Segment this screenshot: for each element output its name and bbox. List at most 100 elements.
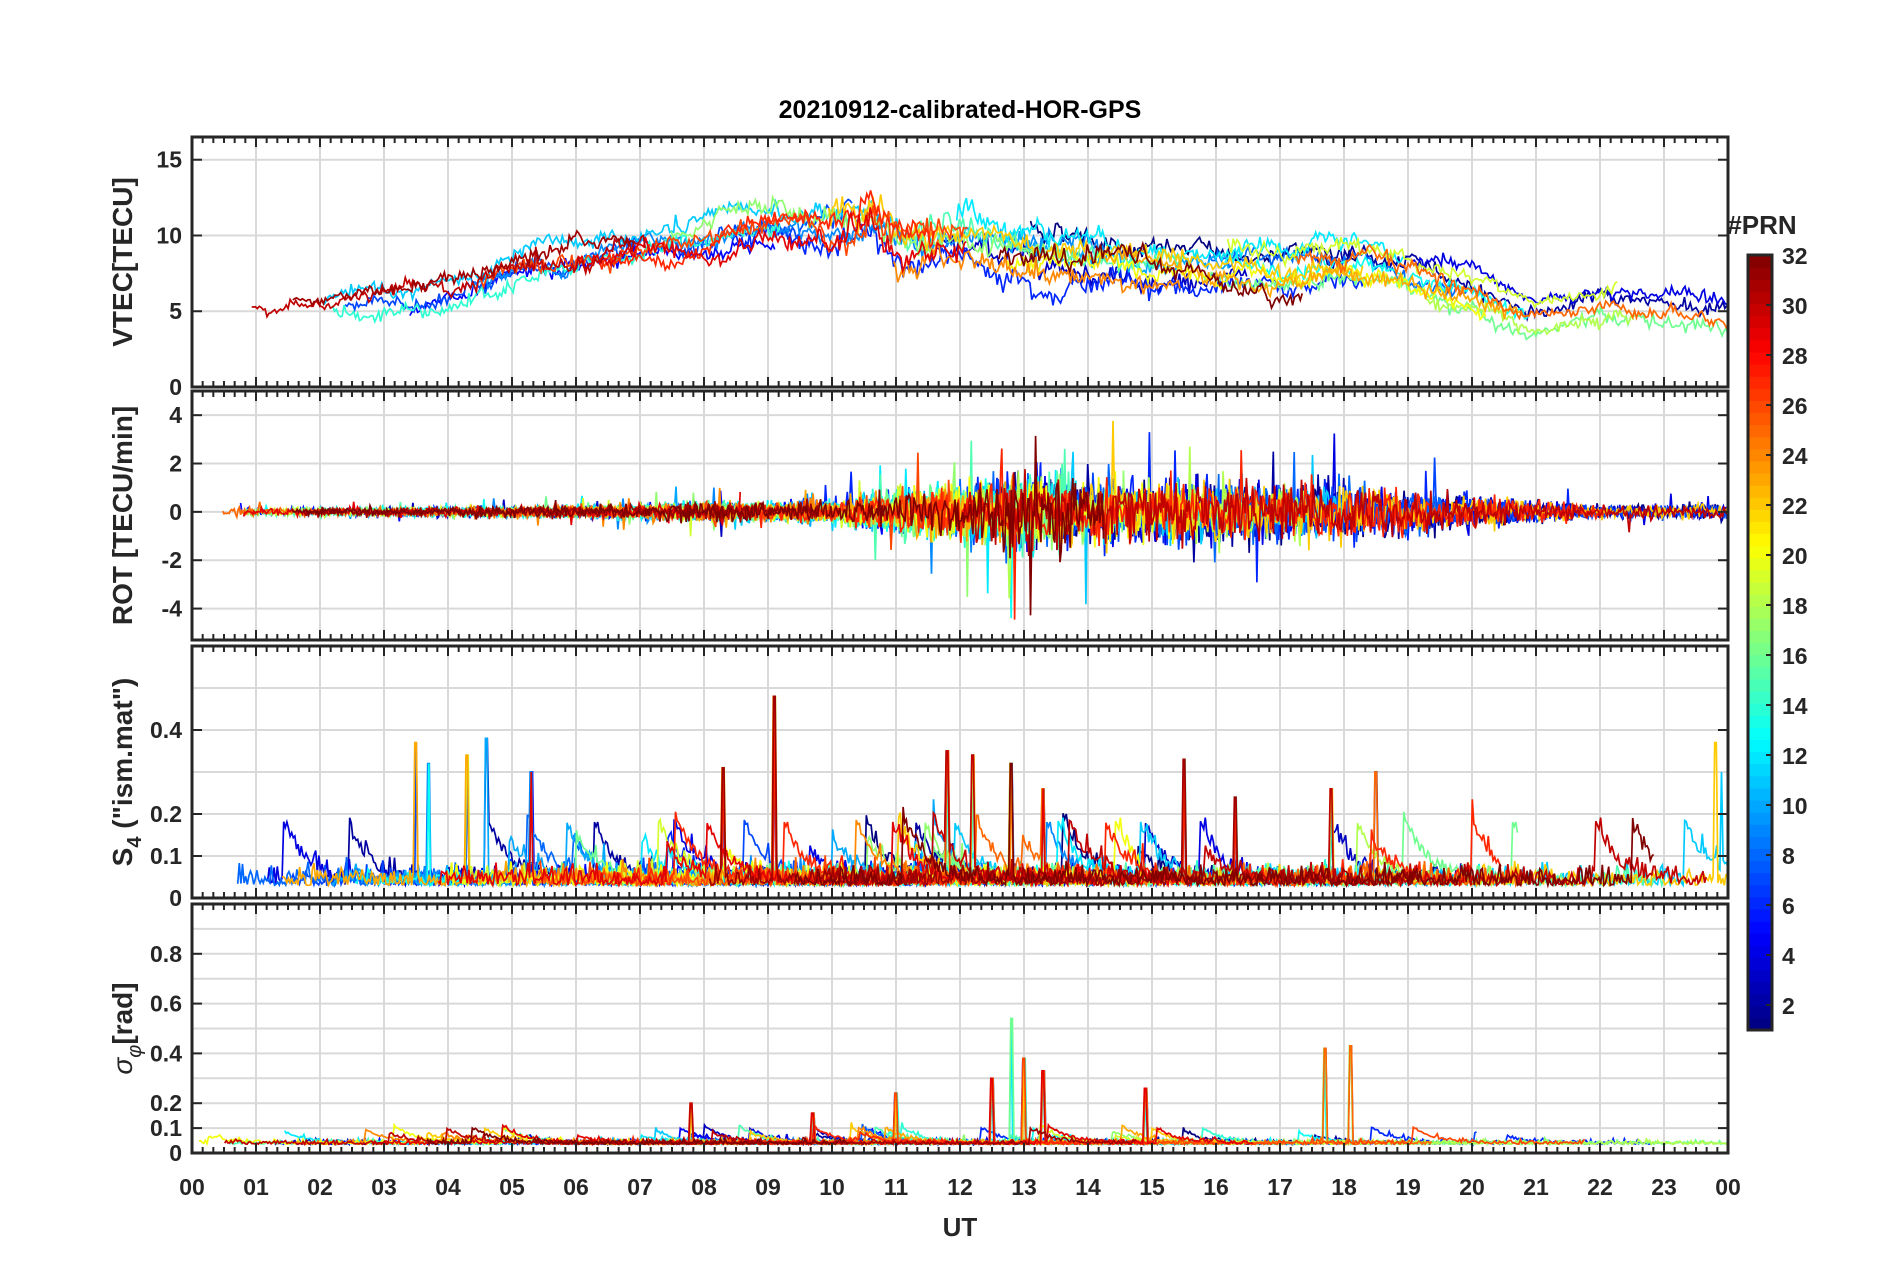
colorbar-swatch [1748,654,1772,668]
x-tick-label: 23 [1651,1174,1677,1200]
colorbar-swatch [1748,521,1772,535]
colorbar-swatch [1748,993,1772,1007]
colorbar-swatch [1748,921,1772,934]
x-tick-label: 16 [1203,1174,1229,1200]
x-axis-label: UT [943,1212,978,1242]
colorbar-swatch [1748,933,1772,946]
traces-rot [221,420,1728,620]
x-tick-label: 05 [499,1174,525,1200]
colorbar-swatch [1748,775,1772,789]
x-tick-label: 15 [1139,1174,1165,1200]
trace-prn-13 [584,1048,1346,1147]
trace-prn-24 [893,239,1181,295]
trace-prn-18 [893,1058,1728,1147]
colorbar-swatch [1748,569,1772,583]
ylabel-rest: [rad] [107,982,138,1044]
colorbar-title: #PRN [1727,210,1796,240]
y-tick-label: 0.2 [150,801,182,827]
x-tick-label: 13 [1011,1174,1037,1200]
colorbar-swatch [1748,303,1772,317]
colorbar-swatch [1748,908,1772,922]
colorbar-swatch [1748,1005,1772,1019]
colorbar-swatch [1748,884,1772,898]
y-axis-label-sigma_phi: σφ[rad] [107,982,146,1074]
trace-prn-31 [708,695,1418,888]
colorbar-tick-label: 2 [1782,993,1795,1019]
trace-prn-17 [632,1045,1592,1147]
colorbar-swatch [1748,327,1772,341]
colorbar-swatch [1748,678,1772,692]
trace-prn-3 [937,230,1248,297]
grid-sigma_phi [191,904,1729,1154]
colorbar-tick-label: 6 [1782,893,1795,919]
colorbar-tick-label: 16 [1782,643,1808,669]
colorbar-swatch [1748,812,1772,825]
colorbar-tick-label: 22 [1782,493,1808,519]
trace-prn-32 [793,762,1655,889]
traces-s4 [236,695,1728,889]
trace-prn-32 [426,1126,849,1147]
colorbar-swatch [1748,763,1772,777]
colorbar-tick-label: 24 [1782,443,1808,469]
y-axis-label-s4: S4 ("ism.mat") [107,678,146,867]
x-tick-label: 20 [1459,1174,1485,1200]
y-tick-label: 0.1 [150,843,182,869]
colorbar-swatch [1748,315,1772,329]
colorbar-swatch [1748,872,1772,886]
ticks-vtec: 0 5 10 15 [156,137,1729,400]
colorbar-tick-label: 12 [1782,743,1808,769]
colorbar-swatch [1748,533,1772,547]
y-axis-label-rot: ROT [TECU/min] [107,406,138,625]
x-tick-label: 19 [1395,1174,1421,1200]
y-tick-label: 0 [169,499,182,525]
y-tick-label: -4 [162,596,183,622]
colorbar-swatch [1748,485,1772,498]
trace-prn-19 [1226,237,1618,310]
y-tick-label: 0.6 [150,991,182,1017]
colorbar-swatch [1748,666,1772,680]
colorbar-swatch [1748,836,1772,849]
colorbar-swatch [1748,339,1772,353]
x-tick-label: 17 [1267,1174,1293,1200]
colorbar-swatch [1748,594,1772,607]
traces-sigma_phi [198,1017,1728,1147]
x-tick-label: 01 [243,1174,269,1200]
trace-prn-30 [960,469,1728,557]
colorbar-swatch [1748,497,1772,510]
x-tick-label: 00 [179,1174,205,1200]
colorbar-swatch [1748,279,1772,292]
colorbar-swatch [1748,739,1772,753]
ticks-s4: 0 0.1 0.2 0.4 [150,646,1729,911]
x-tick-label: 10 [819,1174,845,1200]
y-tick-label: 0 [169,1140,182,1166]
trace-prn-23 [1100,244,1526,320]
colorbar-swatch [1748,824,1772,837]
colorbar-swatch [1748,751,1772,765]
colorbar-swatch [1748,412,1772,426]
y-tick-label: 0.4 [150,717,182,743]
trace-prn-14 [850,1057,1284,1146]
ylabel-sub: φ [124,1045,146,1058]
colorbar-tick-label: 14 [1782,693,1808,719]
colorbar-swatch [1748,896,1772,910]
colorbar-swatch [1748,787,1772,801]
trace-prn-25 [1294,243,1728,330]
colorbar-swatch [1748,460,1772,474]
colorbar-tick-label: 30 [1782,293,1808,319]
colorbar-swatch [1748,727,1772,740]
x-tick-label: 11 [884,1174,909,1200]
colorbar-swatch [1748,860,1772,874]
colorbar-swatch [1748,400,1772,414]
colorbar-swatch [1748,351,1772,365]
trace-prn-18 [1425,298,1635,336]
colorbar-swatch [1748,690,1772,704]
x-tick-label: 04 [435,1174,461,1200]
y-tick-label: 0.4 [150,1040,182,1066]
colorbar-swatch [1748,545,1772,559]
x-tick-label: 14 [1075,1174,1101,1200]
trace-prn-31 [292,229,636,308]
x-tick-label: 06 [563,1174,589,1200]
colorbar-swatch [1748,1017,1772,1031]
colorbar-tick-label: 20 [1782,543,1808,569]
x-tick-label: 22 [1587,1174,1613,1200]
